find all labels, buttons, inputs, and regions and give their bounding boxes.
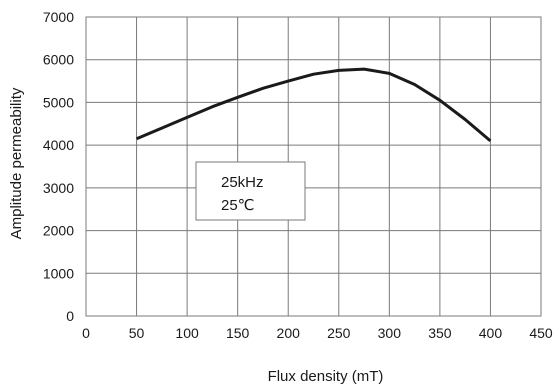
y-tick-label: 0 [66,308,74,324]
x-tick-label: 400 [479,325,503,341]
x-tick-label: 50 [129,325,145,341]
x-tick-label: 0 [82,325,90,341]
y-tick-label: 6000 [43,52,74,68]
x-axis-title: Flux density (mT) [268,368,384,385]
y-tick-labels: 0 1000 2000 3000 4000 5000 6000 7000 [43,9,74,324]
y-tick-label: 3000 [43,180,74,196]
annotation-frequency: 25kHz [221,174,264,191]
annotation-frame [195,161,306,221]
series-layer [136,67,492,143]
annotation-box: 25kHz 25℃ [195,161,306,221]
y-tick-label: 7000 [43,9,74,25]
x-tick-label: 150 [226,325,250,341]
y-tick-label: 1000 [43,265,74,281]
x-tick-label: 200 [277,325,301,341]
plot-frame [85,16,542,317]
y-tick-label: 2000 [43,223,74,239]
annotation-temperature: 25℃ [221,197,255,214]
x-tick-label: 100 [175,325,199,341]
series-line [136,67,492,143]
x-tick-label: 250 [327,325,351,341]
y-tick-label: 5000 [43,94,74,110]
y-axis-title: Amplitude permeability [8,87,25,239]
x-tick-label: 300 [378,325,402,341]
x-tick-labels: 0 50 100 150 200 250 300 350 400 450 [82,325,553,341]
plot-border [85,16,542,317]
x-tick-label: 450 [529,325,553,341]
x-tick-label: 350 [428,325,452,341]
y-tick-label: 4000 [43,137,74,153]
grid-layer [86,17,541,316]
